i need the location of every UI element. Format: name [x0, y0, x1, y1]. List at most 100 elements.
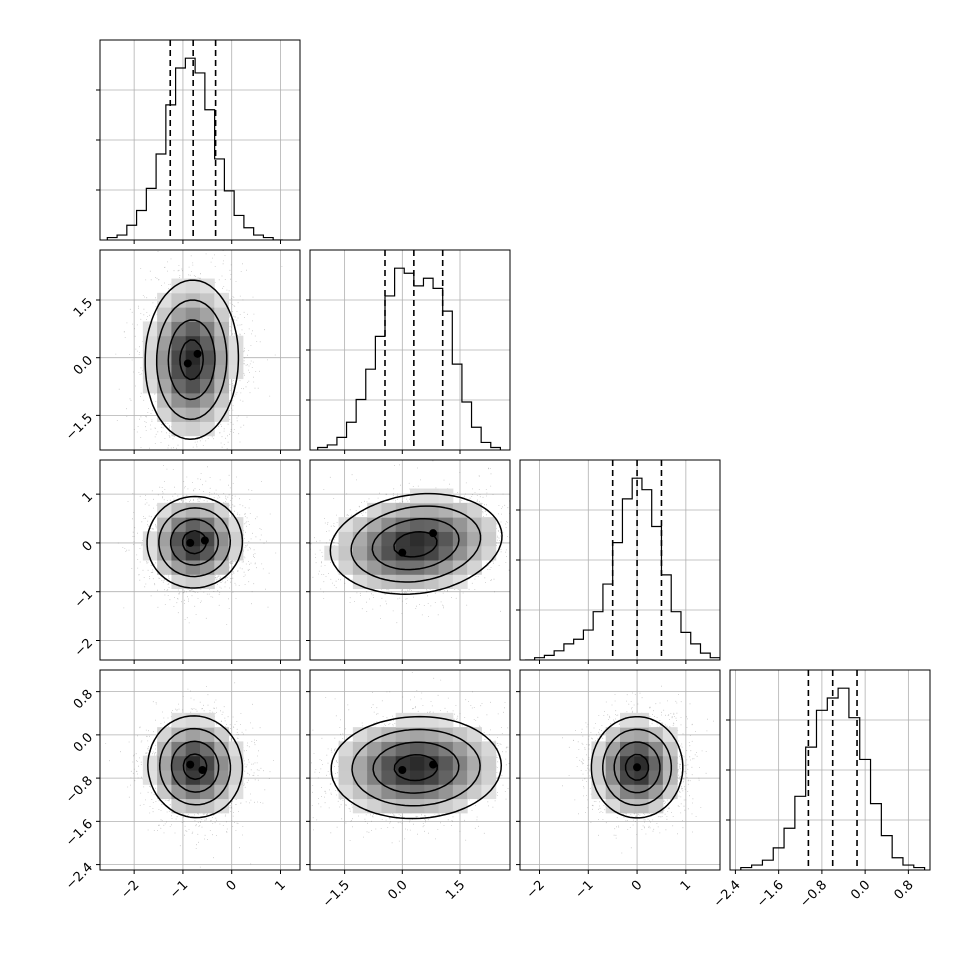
contour-2-1-1	[371, 518, 460, 571]
density-cell	[185, 392, 201, 408]
density-cell	[214, 378, 230, 394]
density-cell	[200, 421, 215, 437]
density-cell	[367, 560, 382, 575]
density-cell	[634, 712, 650, 728]
density-cell	[157, 545, 172, 561]
x-tick-label: −1	[167, 878, 191, 902]
contour-3-0-2	[158, 727, 232, 806]
histogram-step-2	[524, 477, 720, 660]
density-cell	[185, 712, 201, 728]
peak-marker-0	[186, 538, 195, 547]
density-cell	[438, 770, 454, 785]
panel-frame-3-2	[519, 669, 721, 871]
density-cell	[185, 770, 201, 785]
density-cell	[410, 531, 425, 547]
density-cell	[157, 392, 172, 408]
peak-marker-0	[398, 766, 407, 774]
density-cell	[171, 307, 187, 322]
density-cell	[185, 517, 201, 532]
contour-3-0-3	[147, 715, 244, 819]
density-cell	[171, 335, 187, 351]
density-cell	[171, 712, 187, 728]
panel-frame-1-1	[309, 249, 511, 451]
scatter-panel-3-2	[520, 670, 720, 870]
panel-frame-3-3	[729, 669, 931, 871]
density-cell	[467, 755, 482, 771]
density-cell	[410, 560, 425, 575]
density-cell	[200, 407, 215, 422]
density-cell	[171, 770, 187, 785]
density-cell	[200, 517, 215, 532]
density-cell	[157, 502, 172, 518]
density-cell	[410, 770, 425, 785]
density-cell	[171, 364, 187, 380]
scatter-panel-2-0	[100, 460, 300, 660]
contour-3-0-1	[170, 740, 220, 793]
density-cell	[424, 798, 440, 814]
density-cell	[200, 560, 215, 575]
density-cell	[171, 727, 187, 742]
panel-frame-3-0	[99, 669, 301, 871]
density-cell	[452, 755, 468, 771]
density-cell	[200, 335, 215, 351]
density-cell	[481, 531, 497, 547]
y-tick-label: 0.0	[71, 353, 96, 378]
x-tick-label: 1.5	[443, 878, 468, 903]
density-cell	[424, 574, 440, 590]
density-cell	[648, 755, 664, 771]
density-cell	[185, 798, 201, 814]
density-cell	[381, 784, 397, 800]
density-cell	[171, 407, 187, 422]
density-cell	[467, 784, 482, 800]
density-cell	[410, 784, 425, 800]
density-cell	[338, 560, 354, 575]
peak-marker-0	[398, 548, 407, 557]
contour-2-0-1	[169, 518, 219, 566]
density-cell	[648, 741, 664, 757]
density-cell	[620, 755, 635, 771]
density-cell	[591, 741, 607, 757]
density-cell	[481, 755, 497, 771]
density-cell	[352, 517, 368, 532]
y-tick-label: 0.8	[71, 687, 96, 712]
density-cell	[338, 741, 354, 757]
density-cell	[634, 741, 650, 757]
x-tick-label: −2	[524, 878, 548, 902]
density-cell	[605, 784, 621, 800]
histogram-panel-3	[730, 670, 930, 870]
density-cell	[605, 755, 621, 771]
density-cell	[228, 364, 244, 380]
density-cell	[410, 727, 425, 742]
density-cell	[228, 770, 244, 785]
panel-frame-1-0	[99, 249, 301, 451]
density-cell	[381, 727, 397, 742]
density-cell	[438, 574, 454, 590]
contour-1-0-3	[144, 279, 240, 440]
density-cell	[410, 741, 425, 757]
density-cell	[185, 321, 201, 337]
density-cell	[352, 755, 368, 771]
density-cell	[214, 545, 230, 561]
density-cell	[634, 798, 650, 814]
density-cell	[142, 755, 158, 771]
density-cell	[648, 798, 664, 814]
density-cell	[438, 712, 454, 728]
density-cell	[171, 392, 187, 408]
density-cell	[142, 321, 158, 337]
x-tick-label: 1	[272, 878, 288, 894]
density-cell	[381, 531, 397, 547]
scatter-panel-2-1	[310, 460, 510, 660]
y-tick-label: 0	[80, 538, 96, 554]
density-cell	[352, 545, 368, 561]
density-cell	[200, 798, 215, 814]
density-cell	[452, 545, 468, 561]
density-cell	[424, 488, 440, 504]
histogram-step-3	[740, 687, 926, 870]
peak-marker-1	[198, 766, 207, 774]
density-cell	[381, 517, 397, 532]
density-cell	[452, 741, 468, 757]
density-cell	[367, 741, 382, 757]
y-tick-label: −0.8	[63, 774, 96, 807]
density-cell	[185, 278, 201, 294]
